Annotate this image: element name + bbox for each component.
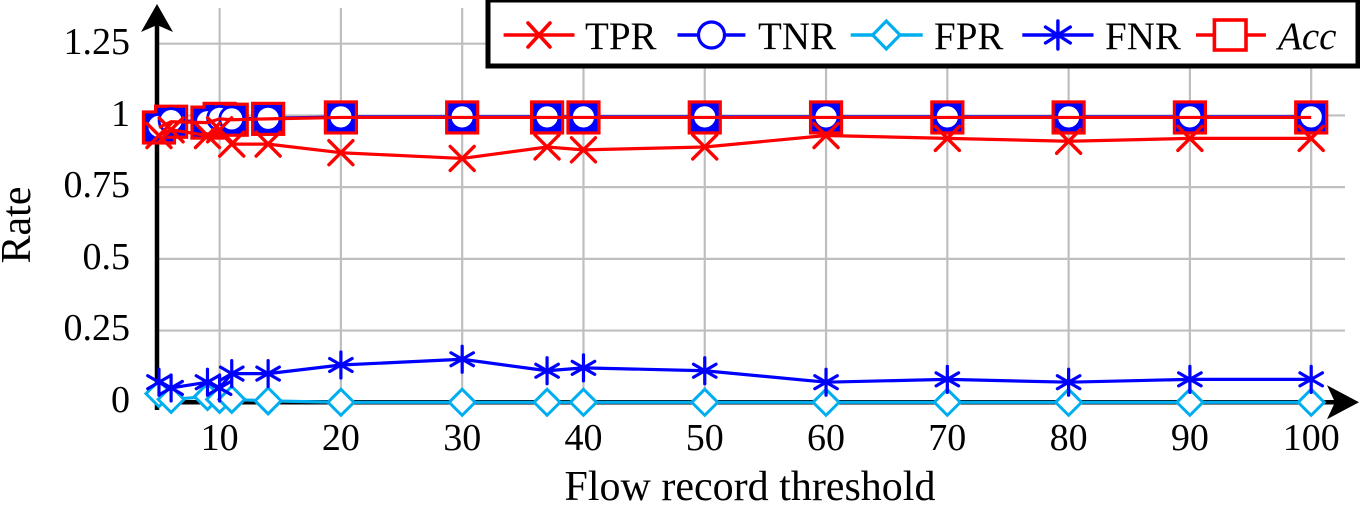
svg-text:0: 0 xyxy=(111,379,130,421)
svg-text:1: 1 xyxy=(111,93,130,135)
svg-text:50: 50 xyxy=(686,417,724,459)
svg-text:10: 10 xyxy=(201,417,239,459)
svg-text:FNR: FNR xyxy=(1105,15,1181,58)
svg-text:40: 40 xyxy=(565,417,603,459)
svg-text:30: 30 xyxy=(443,417,481,459)
svg-text:80: 80 xyxy=(1050,417,1088,459)
svg-text:70: 70 xyxy=(928,417,966,459)
svg-text:0.25: 0.25 xyxy=(64,307,131,349)
svg-text:100: 100 xyxy=(1283,417,1340,459)
svg-text:90: 90 xyxy=(1171,417,1209,459)
svg-text:FPR: FPR xyxy=(934,15,1003,58)
svg-text:60: 60 xyxy=(807,417,845,459)
svg-text:TNR: TNR xyxy=(758,15,836,58)
svg-text:TPR: TPR xyxy=(585,15,657,58)
svg-text:Rate: Rate xyxy=(0,187,40,264)
svg-text:Acc: Acc xyxy=(1275,15,1336,58)
svg-text:0.75: 0.75 xyxy=(64,164,131,206)
svg-text:1.25: 1.25 xyxy=(64,21,131,63)
svg-text:20: 20 xyxy=(322,417,360,459)
svg-text:Flow record threshold: Flow record threshold xyxy=(565,464,936,508)
svg-text:0.5: 0.5 xyxy=(83,236,131,278)
